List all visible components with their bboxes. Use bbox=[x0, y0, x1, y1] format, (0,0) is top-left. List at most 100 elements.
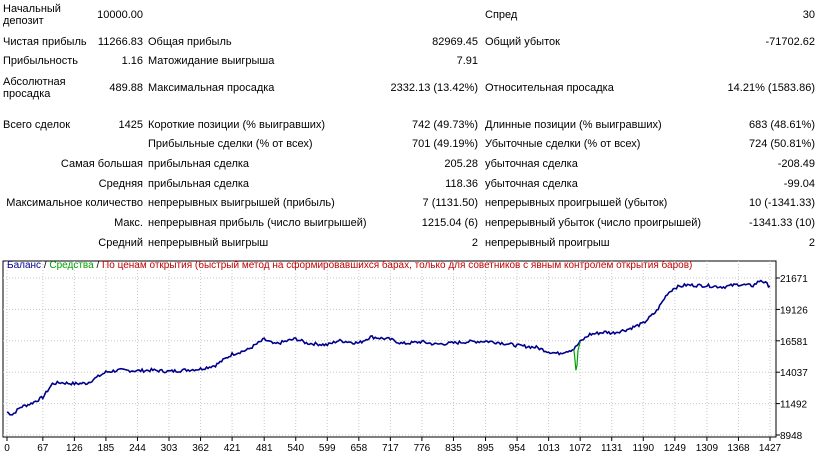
row-total-trades: Всего сделок 1425 Короткие позиции (% вы… bbox=[0, 116, 838, 134]
row-avg-consecutive: Средний непрерывный выигрыш 2 непрерывны… bbox=[0, 234, 838, 252]
profit-factor-label: Прибыльность bbox=[3, 55, 78, 67]
x-tick-label: 1131 bbox=[601, 443, 623, 454]
row-average: Средняя прибыльная сделка 118.36 убыточн… bbox=[0, 175, 838, 193]
average-profit-label: прибыльная сделка bbox=[148, 178, 250, 190]
x-tick-label: 185 bbox=[98, 443, 115, 454]
chart-legend: Баланс / Средства / По ценам открытия (б… bbox=[7, 260, 692, 271]
legend-method: По ценам открытия (быстрый метод на сфор… bbox=[102, 260, 693, 271]
gross-loss-label: Общий убыток bbox=[485, 36, 560, 48]
net-profit-label: Чистая прибыль bbox=[3, 36, 87, 48]
max-consecutive-losses-label: непрерывных проигрышей (убыток) bbox=[485, 197, 668, 209]
max-consecutive-profit-wins-label: непрерывная прибыль (число выигрышей) bbox=[148, 217, 367, 229]
x-tick-label: 776 bbox=[414, 443, 431, 454]
plot-frame bbox=[2, 260, 777, 438]
x-tick-label: 895 bbox=[477, 443, 494, 454]
x-tick-label: 717 bbox=[382, 443, 399, 454]
row-profit-trades: Прибыльные сделки (% от всех) 701 (49.19… bbox=[0, 135, 838, 153]
initial-deposit-label: Начальный депозит bbox=[3, 3, 61, 27]
long-positions-value: 683 (48.61%) bbox=[748, 119, 815, 131]
max-consecutive-label: Максимальное количество bbox=[6, 197, 143, 209]
largest-profit-label: прибыльная сделка bbox=[148, 158, 250, 170]
spread-label: Спред bbox=[485, 9, 518, 21]
row-max-consecutive-profit: Макс. непрерывная прибыль (число выигрыш… bbox=[0, 214, 838, 232]
x-tick-label: 599 bbox=[319, 443, 336, 454]
net-profit-value: 11266.83 bbox=[97, 36, 143, 48]
report-summary: Начальный депозит 10000.00 Спред 30 Чист… bbox=[0, 1, 838, 252]
x-tick-label: 1013 bbox=[538, 443, 561, 454]
total-trades-label: Всего сделок bbox=[3, 119, 71, 131]
profit-trades-label: Прибыльные сделки (% от всех) bbox=[148, 138, 313, 150]
largest-loss-value: -208.49 bbox=[777, 158, 815, 170]
maximal-drawdown-value: 2332.13 (13.42%) bbox=[390, 82, 478, 94]
profit-trades-value: 701 (49.19%) bbox=[411, 138, 478, 150]
avg-consecutive-losses-label: непрерывный проигрыш bbox=[485, 237, 610, 249]
max-consecutive-profit-label: Макс. bbox=[114, 217, 143, 229]
max-consecutive-wins-label: непрерывных выигрышей (прибыль) bbox=[148, 197, 335, 209]
absolute-drawdown-value: 489.88 bbox=[109, 82, 143, 94]
profit-factor-value: 1.16 bbox=[121, 55, 143, 67]
x-tick-label: 954 bbox=[509, 443, 526, 454]
max-consecutive-wins-value: 7 (1131.50) bbox=[422, 197, 478, 209]
x-tick-label: 1190 bbox=[633, 443, 655, 454]
balance-chart: 21671 19126 16581 14037 11492 8948 0 67 126 185 24… bbox=[0, 257, 838, 463]
x-tick-label: 481 bbox=[256, 443, 273, 454]
legend-separator-1: / bbox=[41, 260, 50, 271]
equity-line bbox=[573, 341, 581, 371]
loss-trades-label: Убыточные сделки (% от всех) bbox=[485, 138, 641, 150]
total-trades-value: 1425 bbox=[118, 119, 143, 131]
average-profit-value: 118.36 bbox=[445, 178, 478, 190]
avg-consecutive-wins-value: 2 bbox=[471, 237, 478, 249]
row-drawdown: Абсолютная просадка 489.88 Максимальная … bbox=[0, 73, 838, 103]
balance-line bbox=[6, 279, 771, 416]
average-label: Средняя bbox=[98, 178, 143, 190]
largest-loss-label: убыточная сделка bbox=[485, 158, 578, 170]
relative-drawdown-value: 14.21% (1583.86) bbox=[727, 82, 815, 94]
largest-profit-value: 205.28 bbox=[444, 158, 478, 170]
legend-separator-2: / bbox=[93, 260, 103, 271]
y-tick-label: 8948 bbox=[780, 431, 803, 442]
x-tick-label: 1249 bbox=[664, 443, 687, 454]
y-tick-label: 19126 bbox=[780, 305, 808, 316]
short-positions-label: Короткие позиции (% выигравших) bbox=[148, 119, 326, 131]
short-positions-value: 742 (49.73%) bbox=[411, 119, 478, 131]
avg-consecutive-label: Средний bbox=[98, 237, 143, 249]
max-consecutive-profit-wins-value: 1215.04 (6) bbox=[421, 217, 478, 229]
maximal-drawdown-label: Максимальная просадка bbox=[148, 82, 275, 94]
x-tick-label: 421 bbox=[224, 443, 241, 454]
x-tick-label: 1309 bbox=[696, 443, 719, 454]
legend-equity: Средства bbox=[49, 260, 94, 271]
y-tick-label: 21671 bbox=[780, 274, 808, 285]
gross-profit-value: 82969.45 bbox=[432, 36, 478, 48]
largest-label: Самая большая bbox=[60, 158, 143, 170]
avg-consecutive-wins-label: непрерывный выигрыш bbox=[148, 237, 269, 249]
x-tick-label: 1072 bbox=[569, 443, 592, 454]
legend-balance: Баланс bbox=[7, 260, 42, 271]
row-largest: Самая большая прибыльная сделка 205.28 у… bbox=[0, 155, 838, 173]
y-tick-label: 11492 bbox=[780, 400, 808, 411]
x-tick-label: 303 bbox=[161, 443, 178, 454]
spread-value: 30 bbox=[802, 9, 815, 21]
row-profit-factor: Прибыльность 1.16 Матожидание выигрыша 7… bbox=[0, 52, 838, 70]
x-tick-label: 126 bbox=[66, 443, 83, 454]
avg-consecutive-losses-value: 2 bbox=[808, 237, 815, 249]
x-tick-label: 0 bbox=[4, 443, 10, 454]
x-tick-label: 244 bbox=[129, 443, 146, 454]
average-loss-value: -99.04 bbox=[783, 178, 815, 190]
row-max-consecutive: Максимальное количество непрерывных выиг… bbox=[0, 194, 838, 212]
loss-trades-value: 724 (50.81%) bbox=[748, 138, 815, 150]
y-tick-label: 16581 bbox=[780, 337, 808, 348]
gross-profit-label: Общая прибыль bbox=[148, 36, 232, 48]
x-tick-label: 362 bbox=[192, 443, 209, 454]
gross-loss-value: -71702.62 bbox=[765, 36, 815, 48]
x-tick-label: 835 bbox=[445, 443, 462, 454]
relative-drawdown-label: Относительная просадка bbox=[485, 82, 614, 94]
row-initial-deposit: Начальный депозит 10000.00 Спред 30 bbox=[0, 1, 838, 29]
max-consecutive-profit-losses-value: -1341.33 (10) bbox=[748, 217, 815, 229]
absolute-drawdown-label: Абсолютная просадка bbox=[3, 76, 66, 100]
initial-deposit-value: 10000.00 bbox=[97, 9, 143, 21]
y-tick-label: 14037 bbox=[780, 368, 808, 379]
long-positions-label: Длинные позиции (% выигравших) bbox=[485, 119, 662, 131]
x-tick-label: 67 bbox=[37, 443, 49, 454]
balance-chart-svg: 21671 19126 16581 14037 11492 8948 0 67 126 185 24… bbox=[2, 260, 808, 454]
x-tick-label: 1368 bbox=[727, 443, 750, 454]
